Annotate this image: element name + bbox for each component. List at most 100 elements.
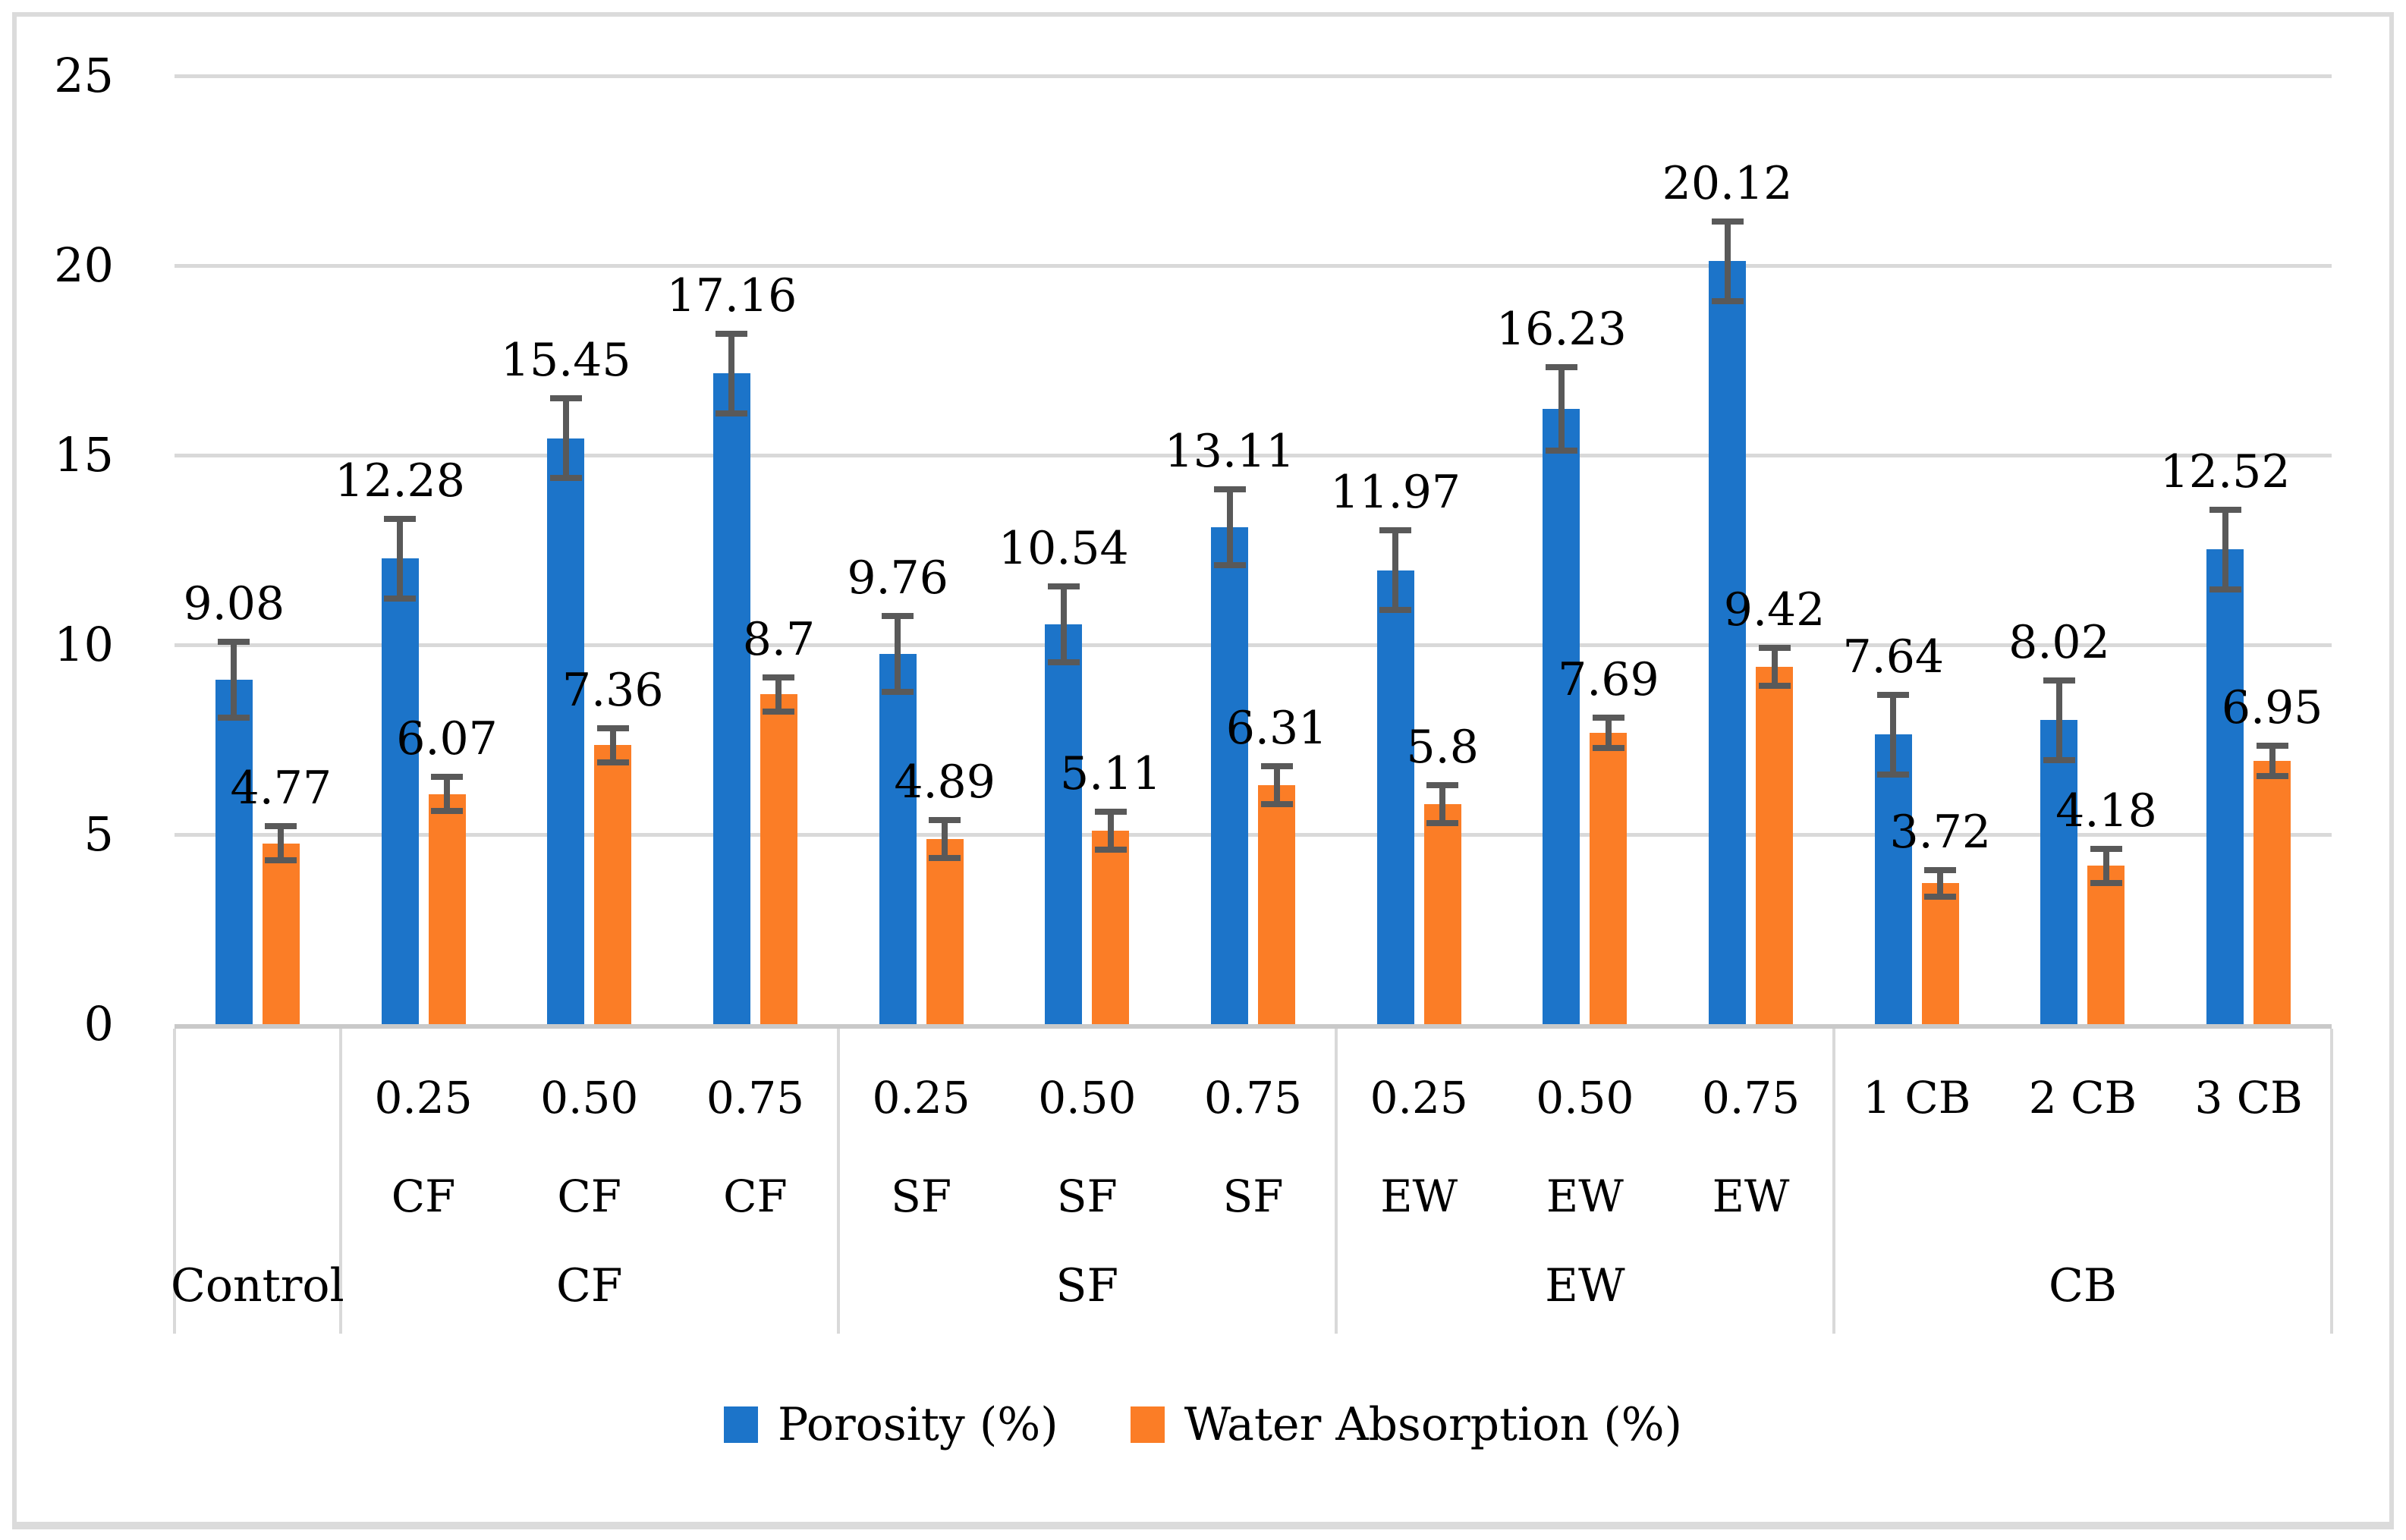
error-bar-line: [2102, 848, 2109, 883]
error-bar-line: [1724, 221, 1731, 301]
category-divider: [1334, 1029, 1338, 1334]
error-bar-cap-bottom: [1545, 447, 1577, 454]
error-bar-cap-bottom: [763, 708, 795, 715]
porosity-bar: [1543, 408, 1580, 1024]
data-label: 5.8: [1406, 721, 1479, 774]
error-bar-cap-bottom: [431, 808, 464, 814]
category-label: 0.75: [1701, 1072, 1801, 1124]
error-bar-cap-bottom: [1758, 683, 1791, 689]
error-bar-cap-top: [596, 724, 629, 731]
data-label: 10.54: [998, 522, 1129, 575]
error-bar-line: [1558, 366, 1565, 451]
error-bar-cap-top: [265, 823, 297, 829]
error-bar-cap-bottom: [218, 715, 250, 721]
y-tick-label: 0: [83, 996, 114, 1051]
error-bar-line: [1605, 717, 1612, 748]
error-bar-cap-top: [1213, 486, 1246, 492]
error-bar-cap-top: [218, 639, 250, 645]
error-bar-cap-top: [1047, 583, 1080, 589]
error-bar-line: [1273, 765, 1280, 804]
porosity-bar: [2040, 720, 2078, 1024]
data-label: 9.76: [847, 552, 948, 605]
category-label: 0.75: [1203, 1072, 1303, 1124]
error-bar-cap-bottom: [882, 689, 914, 695]
data-label: 4.18: [2055, 784, 2157, 838]
error-bar-cap-bottom: [1094, 846, 1127, 853]
error-bar-cap-bottom: [1877, 771, 1910, 778]
data-label: 16.23: [1495, 302, 1627, 356]
water-absorption-bar: [1092, 830, 1130, 1024]
category-label: 0.25: [872, 1072, 970, 1124]
error-bar-cap-top: [1545, 363, 1577, 370]
error-bar-cap-top: [2043, 677, 2075, 684]
category-label: 1 CB: [1863, 1072, 1971, 1124]
error-bar-line: [1771, 648, 1778, 686]
error-bar-cap-bottom: [1711, 297, 1744, 304]
error-bar-cap-bottom: [1426, 820, 1459, 826]
y-tick-label: 25: [54, 48, 114, 103]
legend-label-water-absorption: Water Absorption (%): [1184, 1398, 1683, 1451]
category-divider: [2330, 1029, 2333, 1334]
error-bar-line: [1060, 586, 1067, 662]
group-label: CF: [555, 1259, 623, 1312]
water-absorption-bar: [594, 745, 632, 1024]
legend-item-porosity: Porosity (%): [723, 1397, 1058, 1452]
water-absorption-swatch-icon: [1130, 1406, 1165, 1443]
data-label: 6.31: [1225, 701, 1328, 755]
water-absorption-bar: [2087, 866, 2125, 1024]
error-bar-cap-bottom: [716, 410, 748, 416]
error-bar-cap-bottom: [2090, 879, 2122, 886]
error-bar-cap-top: [1924, 866, 1957, 873]
group-label: SF: [1055, 1259, 1119, 1312]
water-absorption-bar: [1756, 667, 1794, 1024]
error-bar-cap-bottom: [1592, 744, 1624, 751]
data-label: 12.52: [2159, 445, 2291, 498]
error-bar-line: [2269, 745, 2275, 776]
data-label: 9.42: [1723, 583, 1826, 636]
data-label: 5.11: [1060, 746, 1162, 800]
data-label: 7.69: [1558, 652, 1659, 706]
category-label: 0.75: [706, 1072, 804, 1124]
error-bar-line: [728, 333, 735, 413]
water-absorption-bar: [1590, 732, 1628, 1024]
error-bar-line: [278, 826, 285, 860]
water-absorption-bar: [1258, 784, 1295, 1024]
water-absorption-bar: [428, 794, 466, 1024]
gridline: [175, 833, 2332, 837]
porosity-bar: [1045, 624, 1083, 1024]
error-bar-cap-top: [1711, 218, 1744, 225]
y-tick-label: 10: [54, 617, 114, 672]
category-label: SF: [1222, 1171, 1284, 1222]
data-label: 12.28: [335, 454, 465, 508]
error-bar-cap-bottom: [1924, 893, 1957, 900]
data-label: 6.07: [396, 712, 498, 765]
category-label: 3 CB: [2194, 1072, 2303, 1124]
error-bar-cap-top: [716, 330, 748, 337]
y-tick-label: 5: [83, 806, 114, 862]
error-bar-line: [609, 728, 616, 762]
error-bar-cap-top: [882, 613, 914, 619]
porosity-bar: [547, 438, 585, 1024]
error-bar-cap-top: [1758, 645, 1791, 651]
water-absorption-bar: [1423, 804, 1461, 1024]
data-label: 4.77: [230, 762, 332, 815]
category-label: SF: [891, 1171, 952, 1222]
error-bar-cap-top: [763, 674, 795, 680]
porosity-bar: [1376, 570, 1414, 1024]
legend-item-water-absorption: Water Absorption (%): [1130, 1397, 1683, 1452]
error-bar-cap-top: [1877, 691, 1910, 698]
category-label: CF: [557, 1171, 622, 1222]
category-divider: [338, 1029, 342, 1334]
porosity-bar: [1709, 261, 1747, 1024]
porosity-bar: [2206, 549, 2244, 1024]
error-bar-cap-bottom: [265, 857, 297, 863]
chart-border: [12, 12, 2394, 1529]
error-bar-line: [1226, 489, 1233, 565]
error-bar-line: [2222, 509, 2228, 589]
error-bar-line: [444, 777, 451, 811]
error-bar-cap-top: [2256, 742, 2288, 749]
category-label: 0.50: [1038, 1072, 1137, 1124]
data-label: 6.95: [2221, 680, 2323, 734]
error-bar-cap-top: [1379, 527, 1412, 533]
category-label: EW: [1380, 1171, 1458, 1222]
